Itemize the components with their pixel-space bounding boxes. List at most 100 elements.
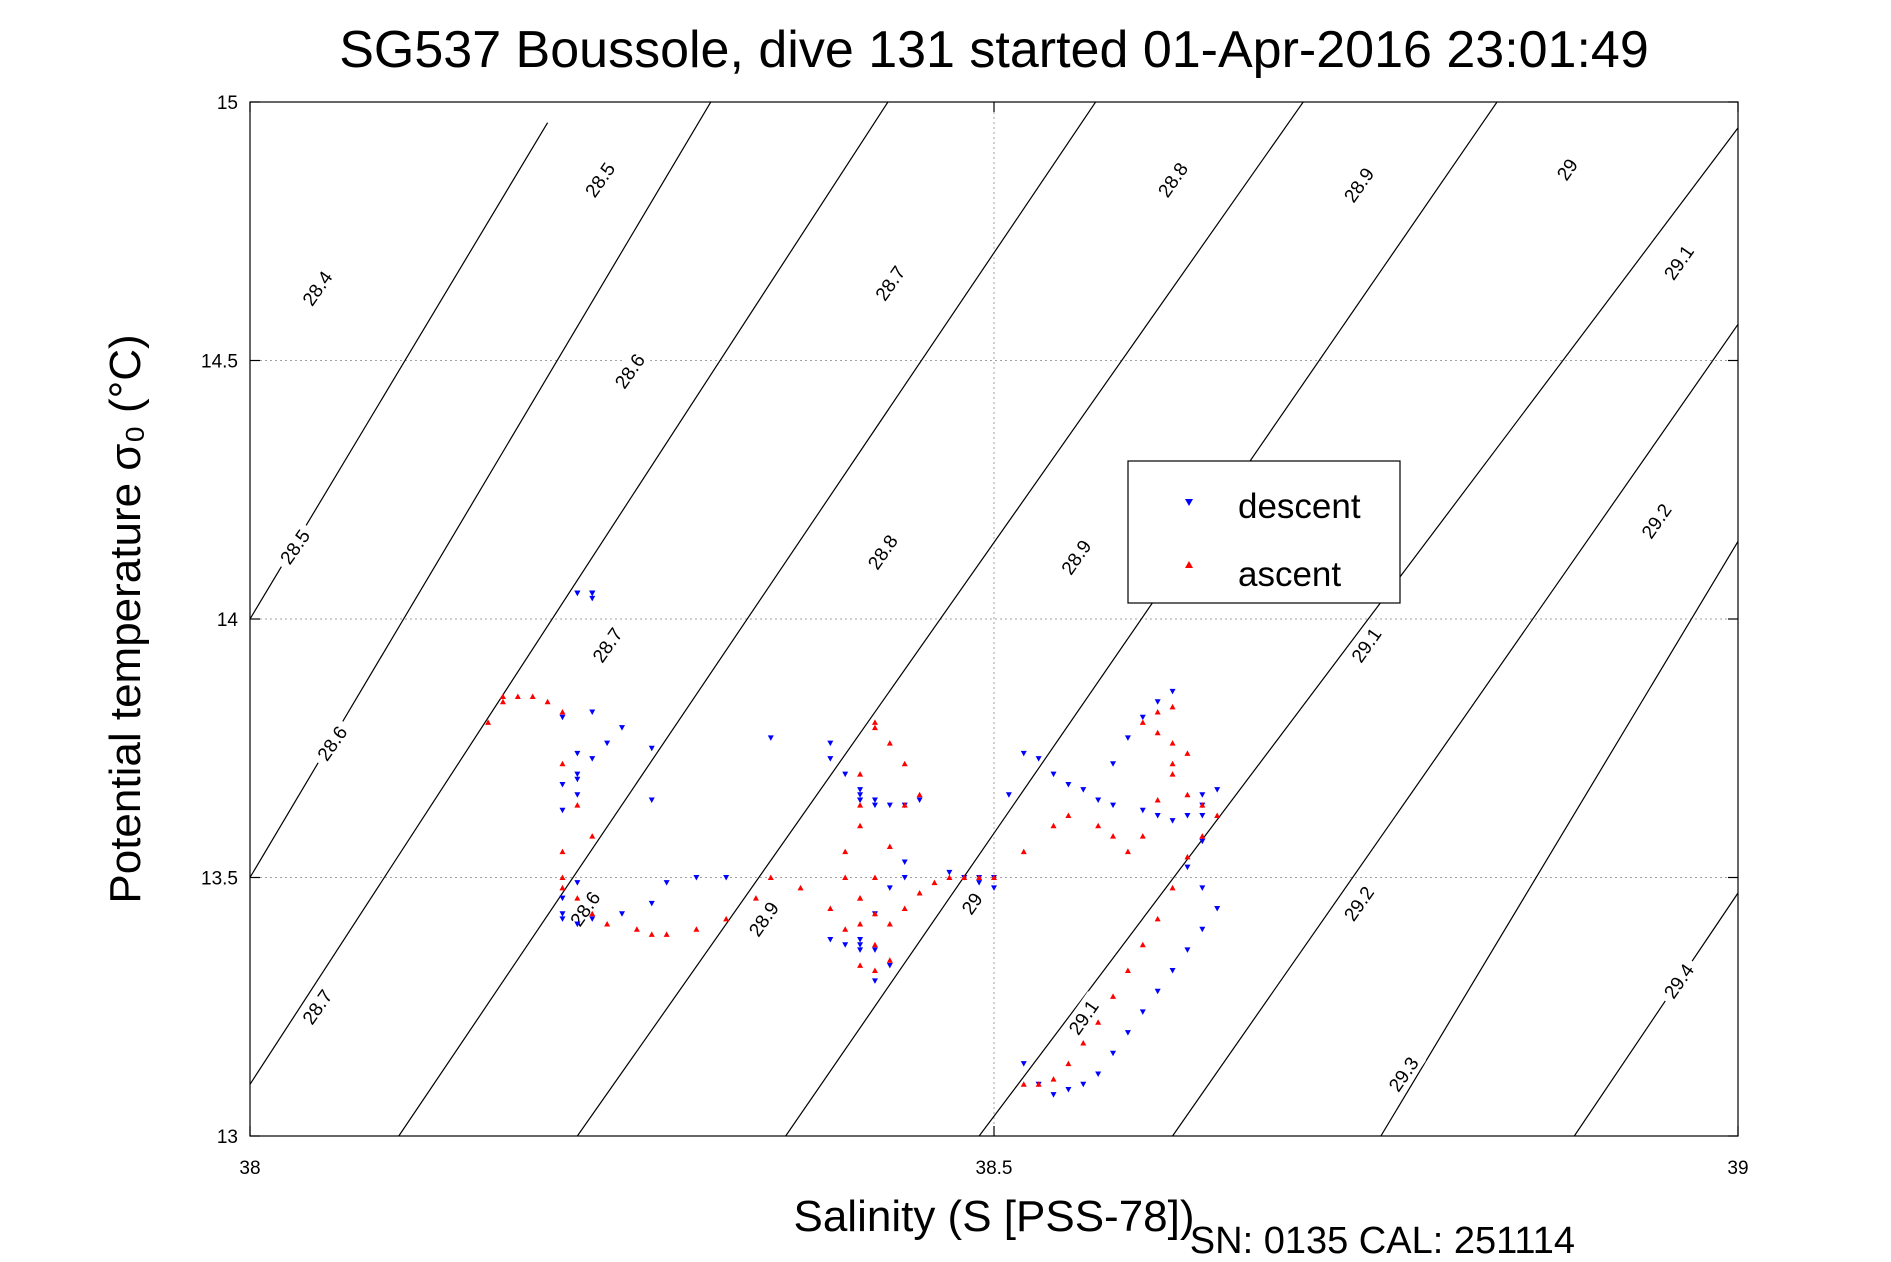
ascent-point <box>901 760 908 767</box>
density-contour-line <box>250 102 889 1085</box>
descent-point <box>871 797 878 803</box>
descent-point <box>1110 1050 1117 1057</box>
ascent-point <box>857 962 864 968</box>
density-contour-line <box>1380 541 1738 1136</box>
descent-point <box>723 875 730 881</box>
y-tick-label: 14 <box>217 610 239 631</box>
ascent-point <box>604 921 611 927</box>
descent-point <box>901 875 908 881</box>
ascent-point <box>901 905 908 912</box>
descent-point <box>842 771 849 778</box>
descent-point <box>1080 1081 1087 1088</box>
ascent-point <box>961 874 968 880</box>
y-tick-label: 15 <box>217 93 238 114</box>
ascent-point <box>1154 709 1161 715</box>
contour-label-bg <box>740 892 787 945</box>
descent-point <box>976 880 983 886</box>
y-tick-label: 13 <box>217 1127 238 1148</box>
descent-point <box>857 937 864 943</box>
density-contour-line <box>1172 323 1738 1136</box>
descent-point <box>589 595 596 602</box>
descent-point <box>1020 1061 1027 1067</box>
descent-point <box>574 792 581 798</box>
contour-label-bg <box>294 980 340 1033</box>
y-tick-label: 14.5 <box>201 352 238 373</box>
ascent-point <box>827 905 834 912</box>
ascent-point <box>559 874 566 880</box>
ascent-point <box>842 874 849 880</box>
ascent-point <box>871 724 878 731</box>
ascent-point <box>589 910 596 917</box>
y-axis-label: Potential temperature σ₀ (°C) <box>101 334 150 903</box>
x-tick-label: 39 <box>1727 1158 1748 1179</box>
contour-label-bg <box>309 717 355 770</box>
ascent-point <box>1110 993 1117 999</box>
descent-point <box>574 880 581 886</box>
descent-point <box>827 937 834 943</box>
descent-point <box>857 942 864 948</box>
ascent-point <box>1095 1019 1102 1025</box>
x-axis-label: Salinity (S [PSS-78]) <box>793 1192 1194 1241</box>
ascent-point <box>1169 703 1176 710</box>
descent-point <box>916 797 923 803</box>
ascent-point <box>529 693 536 700</box>
descent-point <box>1110 802 1117 809</box>
ascent-point <box>886 740 893 746</box>
legend-descent-marker <box>1185 499 1193 506</box>
descent-point <box>559 714 566 721</box>
ascent-point <box>842 848 849 855</box>
ascent-point <box>499 698 506 705</box>
ascent-point <box>589 833 596 839</box>
ascent-point <box>648 931 655 937</box>
descent-point <box>559 781 566 788</box>
contour-label-bg <box>1655 236 1702 289</box>
descent-point <box>1154 699 1161 705</box>
ascent-point <box>871 874 878 880</box>
descent-point <box>1124 1030 1131 1036</box>
data-series <box>485 590 1221 1098</box>
x-axis-ticks: 38 38.5 39 <box>239 102 1749 1179</box>
ascent-point <box>1020 1081 1027 1087</box>
footer-serial-cal: SN: 0135 CAL: 251114 <box>1190 1220 1575 1262</box>
ascent-point <box>871 941 878 948</box>
descent-point <box>1169 818 1176 824</box>
descent-point <box>1020 750 1027 757</box>
descent-point <box>1199 812 1206 819</box>
ascent-point <box>559 760 566 767</box>
descent-point <box>871 947 878 953</box>
descent-point <box>1139 807 1146 814</box>
density-contour-line <box>1573 892 1738 1136</box>
ascent-point <box>871 910 878 917</box>
descent-point <box>886 802 893 809</box>
descent-point <box>619 725 625 731</box>
ascent-point <box>857 802 864 808</box>
ascent-point <box>1139 719 1146 725</box>
ascent-point <box>767 874 774 880</box>
descent-point <box>574 776 581 783</box>
legend: descent ascent <box>1127 460 1401 604</box>
descent-point <box>1124 735 1131 741</box>
contour-label-bg <box>584 618 630 671</box>
descent-point <box>1184 812 1191 819</box>
ascent-point <box>946 874 953 880</box>
descent-point <box>663 880 670 886</box>
contour-label-bg <box>867 256 913 309</box>
ascent-point <box>1095 822 1102 829</box>
ascent-point <box>559 709 566 715</box>
contour-label-bg <box>1655 954 1702 1007</box>
ascent-point <box>901 802 908 808</box>
ascent-point <box>1169 771 1176 777</box>
descent-point <box>1199 838 1206 845</box>
ascent-point <box>1124 848 1131 855</box>
descent-point <box>857 787 864 793</box>
density-contours <box>250 102 1738 1136</box>
ascent-point <box>1214 812 1221 818</box>
contour-label-bg <box>1335 158 1382 211</box>
descent-point <box>559 807 566 814</box>
legend-ascent-label: ascent <box>1238 555 1341 594</box>
density-contour-line <box>978 127 1738 1136</box>
contour-label-bg <box>1335 877 1382 930</box>
descent-point <box>1005 792 1012 798</box>
descent-point <box>857 792 864 798</box>
descent-point <box>589 916 596 922</box>
